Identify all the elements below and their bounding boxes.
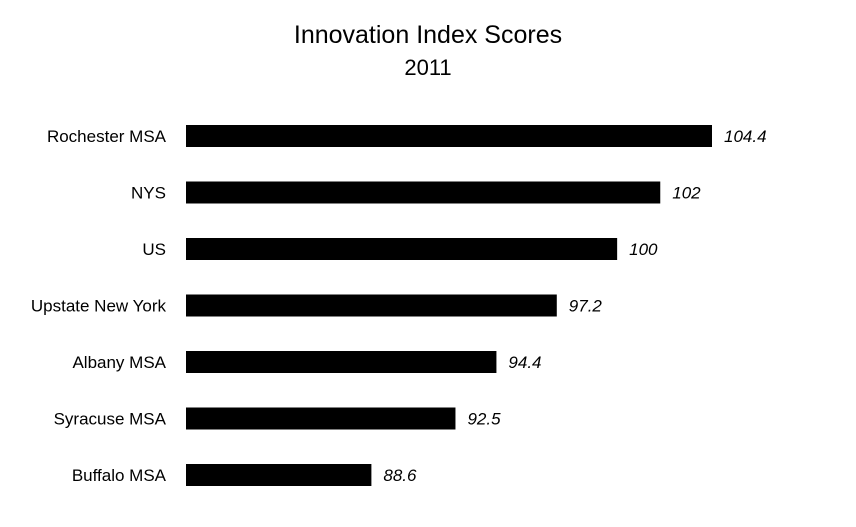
chart-title: Innovation Index Scores [294,21,562,49]
bar [186,238,618,260]
value-label: 100 [629,240,658,259]
category-label: Syracuse MSA [54,410,167,429]
value-label: 97.2 [569,297,603,316]
value-label: 92.5 [467,410,501,429]
bar [186,464,372,486]
bar [186,125,712,147]
bars-group: Rochester MSA 104.4 NYS 102 US 100 Upstate New… [31,125,767,486]
category-label: Upstate New York [31,297,167,316]
value-label: 104.4 [724,127,767,146]
value-label: 88.6 [383,466,417,485]
category-label: Rochester MSA [47,127,167,146]
chart-subtitle: 2011 [404,55,451,80]
bar [186,351,497,373]
value-label: 94.4 [508,353,541,372]
category-label: Buffalo MSA [72,466,167,485]
bar [186,294,557,317]
category-label: US [142,240,166,259]
bar [186,407,456,430]
category-label: NYS [131,184,166,203]
category-label: Albany MSA [72,353,166,372]
value-label: 102 [672,184,701,203]
bar [186,181,661,204]
